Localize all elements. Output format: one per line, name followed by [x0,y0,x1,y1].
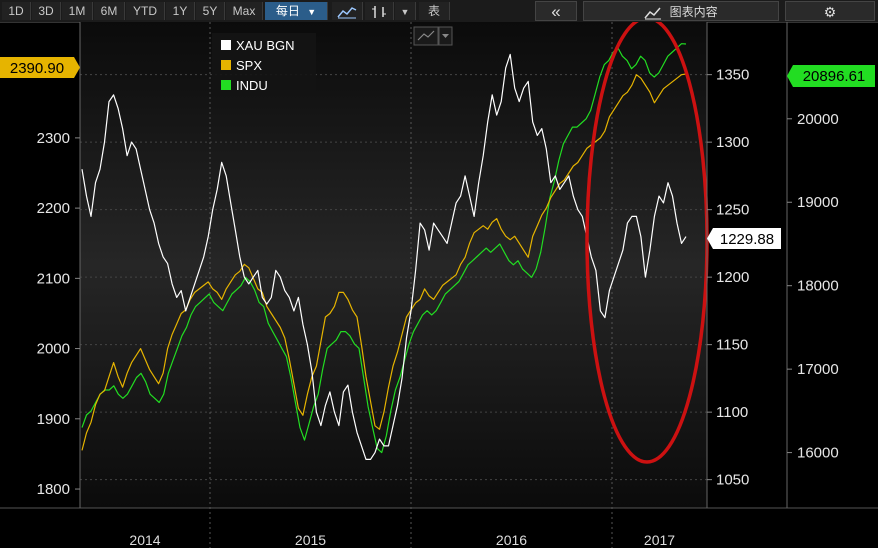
range-button-3d[interactable]: 3D [32,2,61,20]
badge-indu: 20896.61 [787,65,875,87]
collapse-left-button[interactable]: « [535,1,577,21]
x-tick-label: 2016 [496,532,527,548]
range-button-5y[interactable]: 5Y [196,2,225,20]
chart-content-icon [644,7,662,20]
mini-chart-type-control[interactable] [413,26,453,46]
badge-spx: 2390.90 [0,57,80,78]
x-tick-label: 2014 [129,532,160,548]
gear-icon: ⚙ [823,4,837,20]
left-axis-tick-label: 2100 [37,270,70,287]
double-chevron-left-icon: « [551,2,561,21]
right-axis-tick-label: 18000 [797,278,839,295]
series-line-xau [81,53,687,460]
left-axis-tick-label: 2200 [37,200,70,217]
line-chart-icon [417,30,435,41]
mid-axis-tick-label: 1150 [716,337,748,354]
mid-axis-tick-label: 1250 [716,202,749,219]
badge-xau-text: 1229.88 [720,231,774,248]
bar-chart-type-button[interactable] [365,2,394,20]
legend: XAU BGN SPX INDU [212,33,316,105]
left-axis-tick-label: 2000 [37,341,70,358]
legend-swatch-spx [221,60,231,70]
right-axis-tick-label: 19000 [797,194,839,211]
legend-label-spx: SPX [236,58,262,73]
badge-spx-text: 2390.90 [10,60,64,77]
mid-axis-tick-label: 1200 [716,269,749,286]
range-button-1d[interactable]: 1D [2,2,31,20]
left-axis-tick-label: 1800 [37,481,70,498]
chart-type-dropdown[interactable]: ▼ [395,2,416,20]
period-label: 每日 [275,4,300,18]
series-lines [81,43,687,460]
range-button-6m[interactable]: 6M [94,2,125,20]
line-chart-type-button[interactable] [332,2,363,20]
badge-xau: 1229.88 [707,228,781,249]
toolbar: 1D 3D 1M 6M YTD 1Y 5Y Max 每日 ▼ ▼ 表 « 图表内… [0,0,878,23]
legend-swatch-indu [221,80,231,90]
period-dropdown[interactable]: 每日 ▼ [265,2,328,20]
chevron-down-icon [442,34,449,38]
series-line-indu [81,43,687,454]
legend-label-xau: XAU BGN [236,38,295,53]
mid-axis-tick-label: 1100 [716,404,748,421]
right-axis-tick-label: 20000 [797,111,839,128]
right-axis-tick-label: 16000 [797,445,839,462]
right-axis-tick-label: 17000 [797,361,839,378]
settings-button[interactable]: ⚙ [785,1,875,21]
left-axis-tick-label: 2300 [37,130,70,147]
mid-axis-tick-label: 1350 [716,67,749,84]
left-axis-tick-label: 1900 [37,411,70,428]
range-button-1m[interactable]: 1M [62,2,93,20]
table-button[interactable]: 表 [419,2,450,20]
chevron-down-icon: ▼ [307,7,317,17]
badge-indu-text: 20896.61 [803,68,866,85]
range-button-ytd[interactable]: YTD [126,2,165,20]
range-button-1y[interactable]: 1Y [166,2,195,20]
series-line-spx [81,73,687,451]
chart-content-label: 图表内容 [669,5,718,19]
x-tick-label: 2015 [295,532,326,548]
legend-label-indu: INDU [236,78,268,93]
plot-background [80,22,707,508]
range-button-max[interactable]: Max [226,2,263,20]
legend-swatch-xau [221,40,231,50]
axes: 2014 2015 2016 2017 1800 1900 2000 2100 2200 2300… [0,22,878,548]
chevron-down-icon: ▼ [400,7,410,17]
price-chart: XAU BGN SPX INDU 2014 2015 2016 2017 1800 190… [0,22,878,548]
line-chart-icon [337,6,357,19]
ohlc-bar-icon [372,5,386,18]
mid-axis-tick-label: 1050 [716,472,749,489]
mid-axis-tick-label: 1300 [716,134,749,151]
x-tick-label: 2017 [644,532,675,548]
chart-content-button[interactable]: 图表内容 [583,1,779,21]
